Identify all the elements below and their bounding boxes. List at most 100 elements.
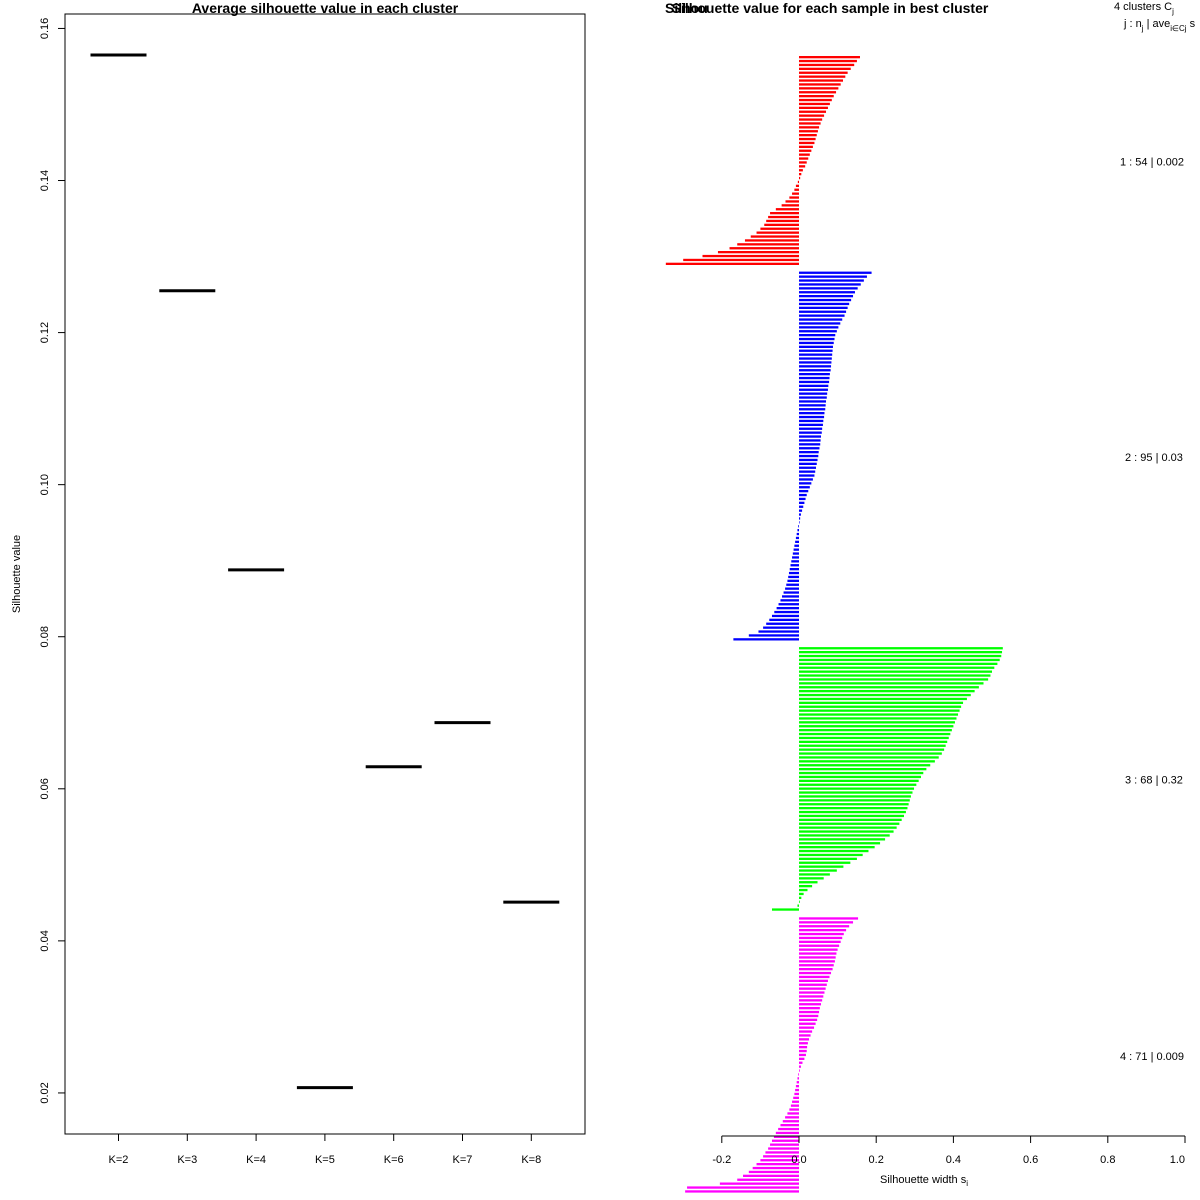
right-x-tick-label: 0.8 (1100, 1154, 1115, 1166)
silhouette-bar (799, 165, 806, 168)
left-y-tick-label: 0.14 (39, 170, 51, 191)
silhouette-bar (748, 634, 799, 637)
silhouette-bar (799, 1007, 820, 1010)
silhouette-bar (665, 262, 799, 265)
silhouette-bar (760, 227, 799, 230)
silhouette-bar (799, 807, 908, 810)
silhouette-bar (799, 56, 860, 59)
silhouette-bar (799, 948, 838, 951)
silhouette-bar (799, 830, 894, 833)
silhouette-bar (799, 59, 857, 63)
silhouette-bar (799, 149, 812, 152)
silhouette-bar (783, 591, 799, 594)
silhouette-bar (799, 79, 844, 82)
silhouette-bar (702, 254, 799, 258)
silhouette-bar (799, 987, 826, 990)
silhouette-bar (794, 544, 799, 547)
silhouette-bar (799, 106, 828, 109)
silhouette-bar (799, 423, 823, 426)
silhouette-bar (799, 501, 805, 504)
right-x-tick-label: 1.0 (1170, 1154, 1185, 1166)
legend-header-line1: 4 clusters Cj (1114, 1, 1174, 16)
right-x-axis-label: Silhouette width si (880, 1174, 968, 1188)
silhouette-bar (769, 618, 799, 621)
silhouette-bar (799, 279, 864, 282)
silhouette-bar (799, 814, 904, 818)
silhouette-bar (799, 134, 817, 137)
silhouette-bar (775, 208, 799, 211)
silhouette-bar (717, 251, 799, 254)
silhouette-bar (774, 610, 799, 614)
silhouette-bar (799, 517, 801, 520)
silhouette-bar (797, 529, 799, 532)
silhouette-bar (787, 579, 799, 582)
silhouette-bar (799, 314, 845, 317)
silhouette-bar (799, 176, 801, 180)
silhouette-bar (797, 180, 799, 184)
silhouette-bar (790, 564, 799, 567)
silhouette-bar (799, 161, 807, 164)
left-y-tick-label: 0.04 (39, 930, 51, 951)
legend-header: 4 clusters Cj j : nj | avei∈Cj s (1114, 1, 1196, 33)
silhouette-bar (799, 690, 975, 693)
silhouette-bar (794, 1092, 799, 1096)
silhouette-bar (782, 1120, 799, 1123)
silhouette-bar (799, 888, 808, 892)
silhouette-bar (799, 451, 819, 454)
silhouette-bar (799, 670, 992, 673)
silhouette-bar (799, 67, 851, 70)
silhouette-bar (799, 921, 854, 924)
silhouette-bar (799, 834, 890, 837)
silhouette-bar (799, 341, 834, 345)
silhouette-bar (789, 1108, 799, 1111)
silhouette-bar (799, 853, 863, 857)
silhouette-bar (799, 330, 837, 333)
silhouette-bar (799, 474, 815, 477)
silhouette-bar (799, 764, 931, 767)
silhouette-bar (799, 892, 804, 896)
silhouette-bar (799, 345, 833, 348)
silhouette-bar (799, 682, 984, 685)
silhouette-bar (799, 725, 954, 728)
silhouette-bar (799, 384, 829, 387)
right-x-tick-label: 0.2 (869, 1154, 884, 1166)
silhouette-bar (799, 141, 815, 145)
silhouette-bar (799, 952, 837, 955)
silhouette-bar (773, 1135, 799, 1138)
left-y-tick-label: 0.16 (39, 18, 51, 39)
silhouette-bar (799, 701, 964, 704)
silhouette-bar (799, 1038, 810, 1041)
silhouette-bar (799, 968, 833, 971)
right-x-axis: -0.2 0.0 0.2 0.4 0.6 0.8 1.0 (712, 1135, 1186, 1166)
silhouette-bar (792, 1100, 799, 1103)
silhouette-bar (799, 818, 902, 821)
silhouette-bar (799, 173, 802, 176)
silhouette-bar (799, 944, 840, 947)
silhouette-bar (799, 513, 801, 516)
left-x-tick-label: K=6 (384, 1154, 404, 1166)
right-chart: Silhou Silhouette value for each sample … (665, 0, 1196, 1193)
silhouette-bar (799, 873, 830, 876)
silhouette-bar (792, 552, 799, 555)
silhouette-bar (799, 130, 818, 133)
silhouette-bar (799, 752, 942, 755)
silhouette-bar (799, 470, 816, 473)
silhouette-bar (799, 337, 835, 341)
silhouette-bar (799, 83, 841, 86)
silhouette-bar (799, 283, 861, 286)
silhouette-bar (789, 568, 799, 571)
silhouette-bar (799, 271, 872, 274)
silhouette-bar (799, 768, 927, 771)
cluster-label: 3 : 68 | 0.32 (1125, 775, 1183, 787)
silhouette-bar (799, 1049, 807, 1053)
silhouette-bar (799, 956, 836, 959)
silhouette-bar (799, 1014, 819, 1018)
silhouette-bar (733, 638, 799, 641)
silhouette-bar (799, 1069, 800, 1072)
silhouette-bar (737, 243, 799, 246)
silhouette-bar (799, 803, 909, 806)
silhouette-bar (799, 1053, 806, 1057)
silhouette-bar (799, 869, 837, 872)
silhouette-bar (799, 717, 957, 720)
